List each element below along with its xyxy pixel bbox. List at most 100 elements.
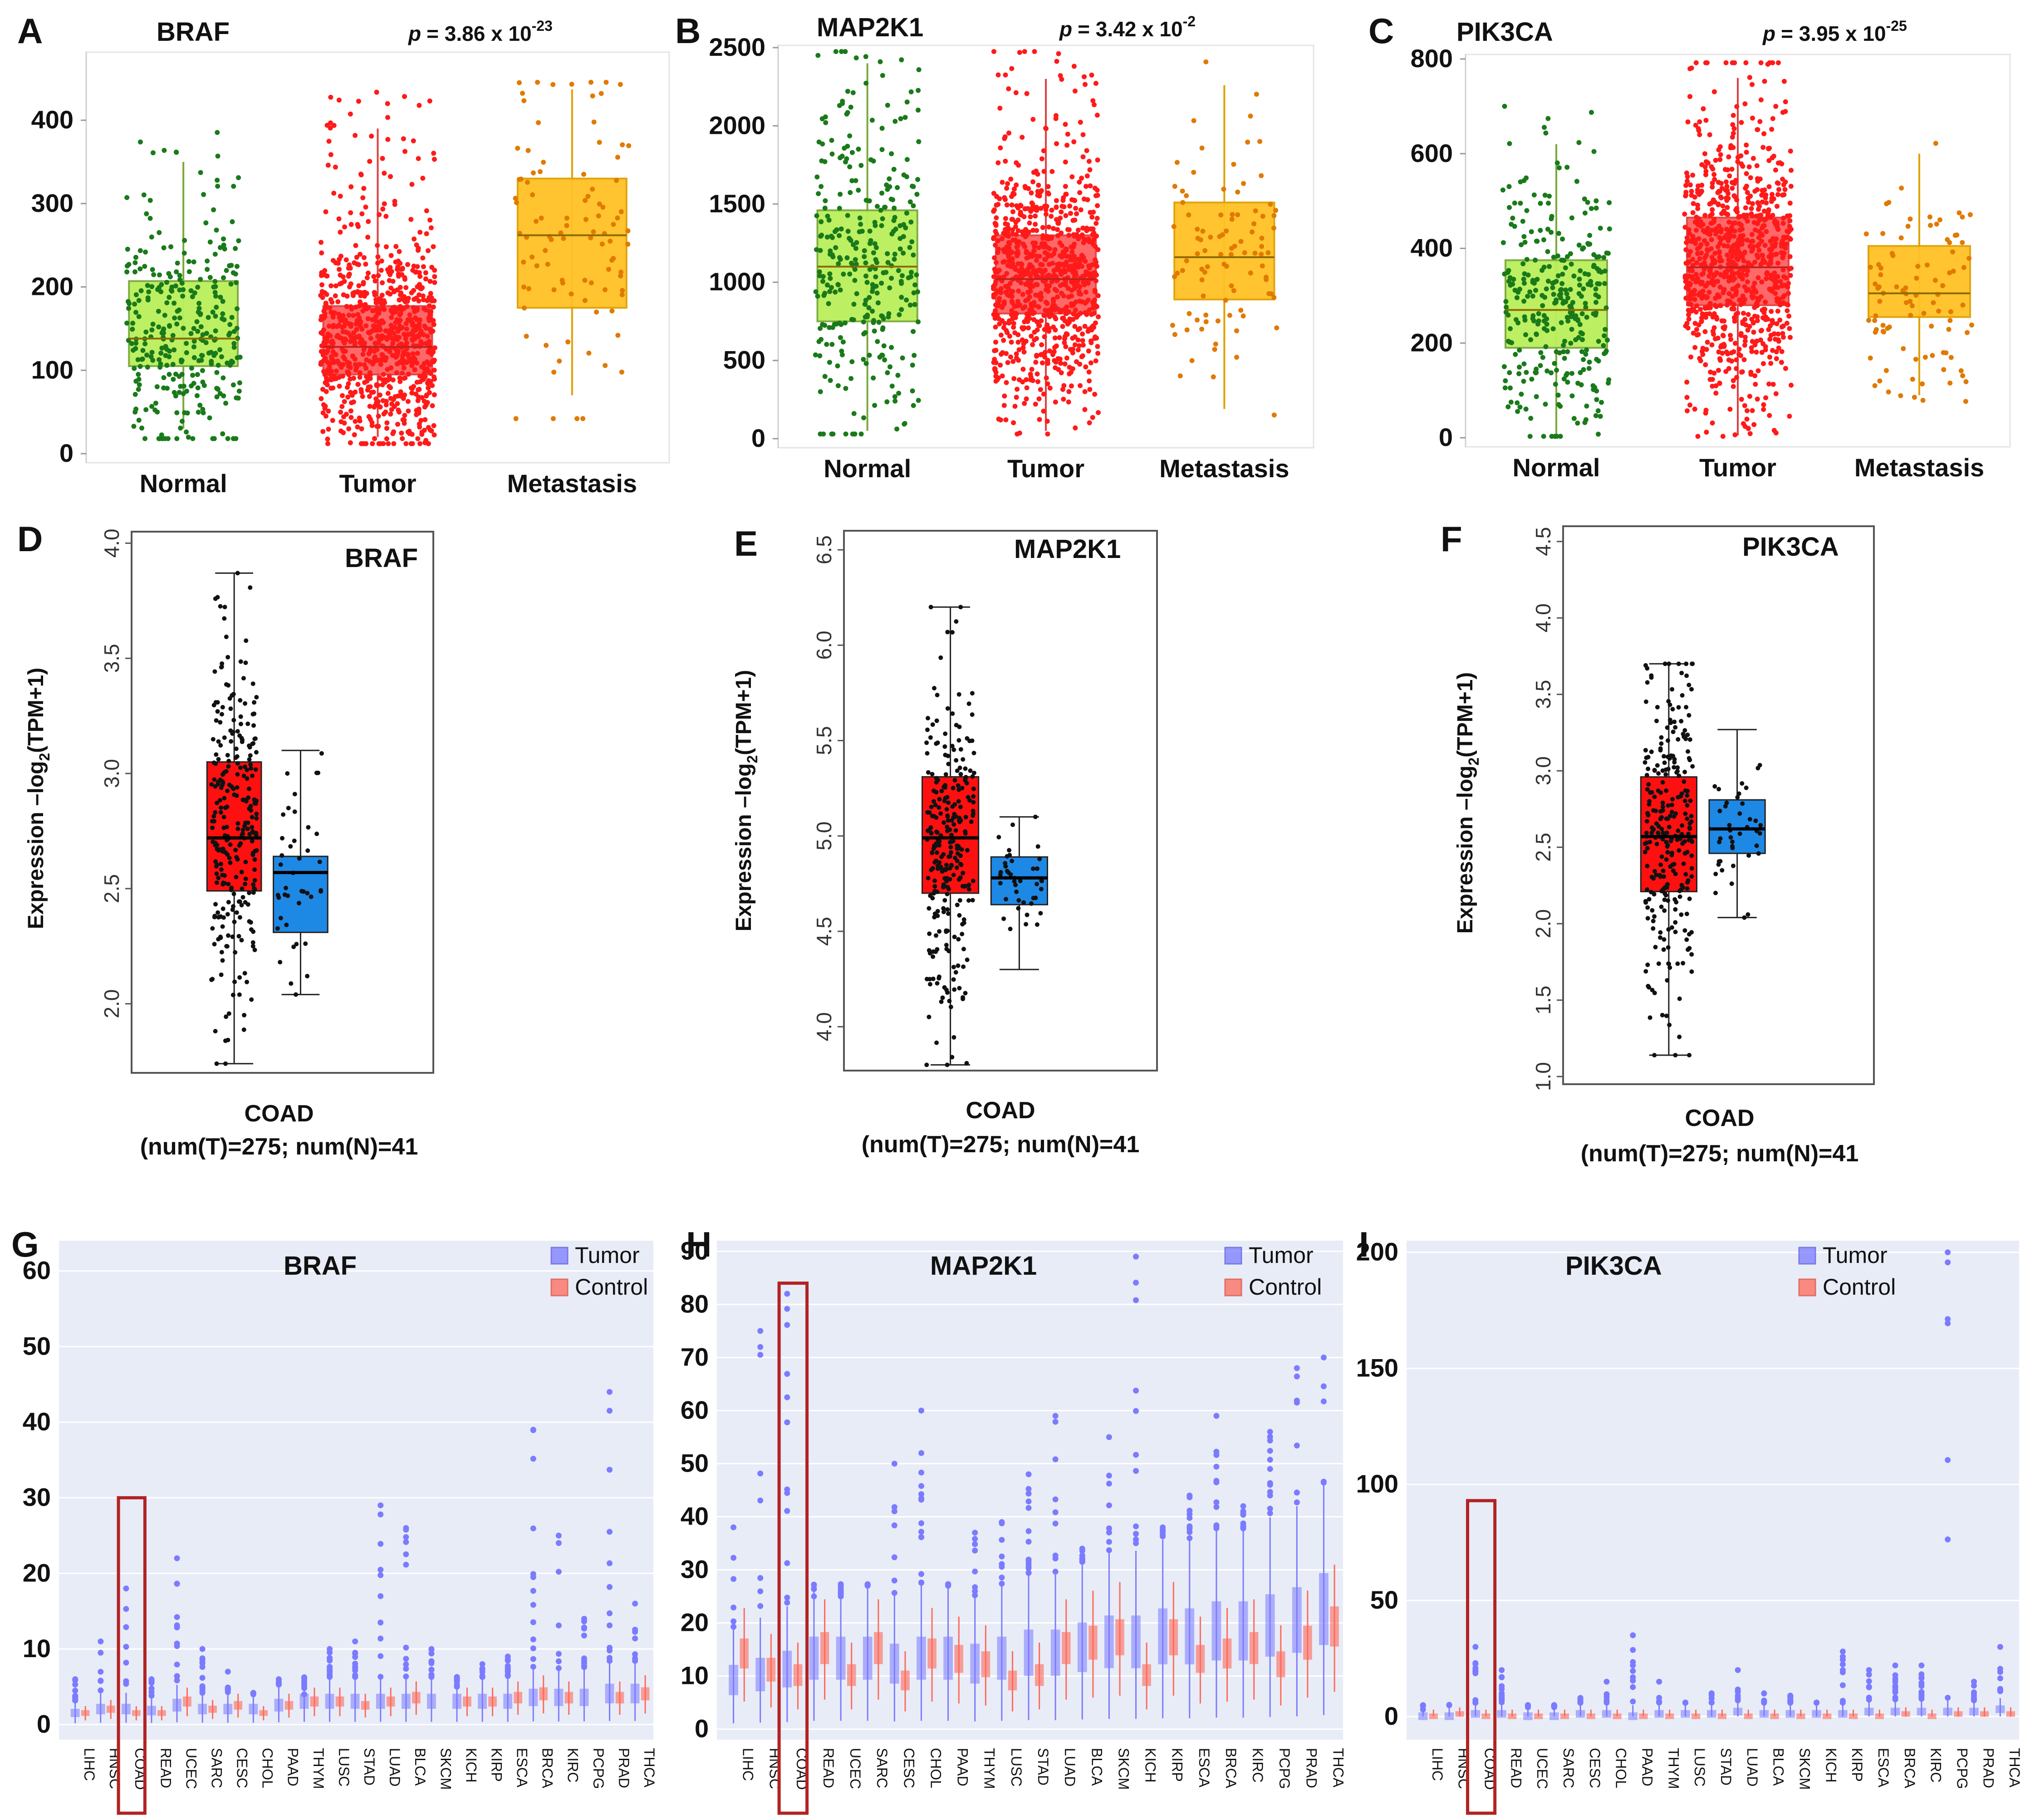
data-point [222, 796, 227, 801]
data-point [172, 315, 177, 321]
data-point [229, 263, 234, 268]
data-point [226, 933, 230, 938]
data-point [1023, 185, 1028, 191]
data-point [911, 252, 916, 258]
data-point [839, 49, 844, 54]
x-category-label: Metastasis [507, 469, 637, 498]
data-point [432, 280, 437, 285]
data-point [1749, 289, 1755, 295]
data-point [843, 386, 848, 391]
data-point [346, 381, 351, 387]
data-point [214, 1061, 219, 1066]
data-point [956, 692, 961, 697]
data-point [1705, 339, 1710, 345]
data-point [1506, 268, 1511, 273]
data-point [1682, 211, 1687, 217]
data-point [591, 229, 596, 235]
data-point [937, 929, 942, 934]
data-point [1652, 914, 1657, 919]
data-point [590, 93, 595, 98]
data-point [582, 298, 588, 303]
data-point [177, 273, 182, 278]
data-point [1664, 1013, 1669, 1018]
data-point [426, 248, 431, 254]
p-symbol: p [1059, 17, 1072, 41]
data-point [995, 202, 1001, 207]
data-point [815, 53, 821, 58]
data-point [1074, 211, 1079, 216]
data-point [1569, 261, 1574, 267]
data-point [406, 372, 411, 377]
data-point [1872, 383, 1878, 388]
data-point [1776, 187, 1781, 192]
data-point [214, 370, 220, 375]
data-point [1717, 157, 1723, 162]
data-point [1248, 113, 1253, 119]
data-point [911, 403, 916, 408]
data-point [837, 205, 842, 211]
data-point [402, 413, 407, 418]
data-point [383, 244, 389, 250]
data-point [388, 411, 393, 417]
data-point [375, 260, 380, 266]
data-point [1721, 333, 1726, 338]
data-point [1062, 340, 1067, 345]
data-point [1563, 265, 1568, 270]
data-point [869, 117, 875, 123]
data-point [1587, 233, 1593, 238]
data-point [1069, 303, 1074, 308]
data-point [1716, 367, 1721, 373]
y-tick-label: 200 [31, 272, 74, 301]
data-point [1079, 253, 1084, 258]
data-point [992, 281, 998, 287]
data-point [1001, 325, 1006, 330]
data-point [381, 372, 386, 377]
data-point [1010, 294, 1015, 299]
data-point [1775, 227, 1781, 232]
data-point [1020, 292, 1025, 297]
data-point [1718, 357, 1723, 363]
data-point [1735, 310, 1741, 316]
data-point [1667, 961, 1672, 966]
data-point [340, 393, 345, 398]
data-point [1015, 339, 1021, 345]
data-point [853, 261, 859, 267]
data-point [1961, 265, 1966, 270]
data-point [1727, 173, 1732, 179]
data-point [857, 215, 863, 220]
data-point [405, 262, 410, 267]
data-point [940, 995, 945, 1000]
data-point [1015, 261, 1021, 266]
data-point [1545, 249, 1550, 254]
data-point [1020, 337, 1025, 342]
data-point [1055, 227, 1060, 232]
p-mantissa: = 3.95 x 10 [1781, 22, 1886, 45]
data-point [1074, 273, 1079, 278]
data-point [1054, 141, 1059, 147]
data-point [222, 616, 227, 621]
data-point [222, 605, 227, 610]
data-point [157, 272, 162, 278]
data-point [224, 268, 229, 273]
data-point [341, 430, 346, 435]
data-point [1035, 282, 1040, 288]
data-point [536, 120, 541, 125]
data-point [1646, 813, 1651, 818]
data-point [1500, 240, 1506, 245]
y-tick-label: 800 [1411, 44, 1453, 73]
data-point [1512, 288, 1518, 293]
data-point [1963, 399, 1968, 404]
data-point [559, 278, 565, 283]
data-point [1202, 248, 1208, 253]
data-point [354, 365, 359, 370]
data-point [1541, 318, 1547, 324]
data-point [416, 245, 421, 251]
data-point [1066, 233, 1072, 238]
data-point [157, 357, 162, 362]
data-point [1180, 188, 1185, 194]
data-point [1040, 270, 1045, 275]
data-point [1743, 205, 1748, 210]
data-point [405, 429, 411, 435]
data-point [394, 351, 400, 356]
data-point [1064, 142, 1070, 148]
